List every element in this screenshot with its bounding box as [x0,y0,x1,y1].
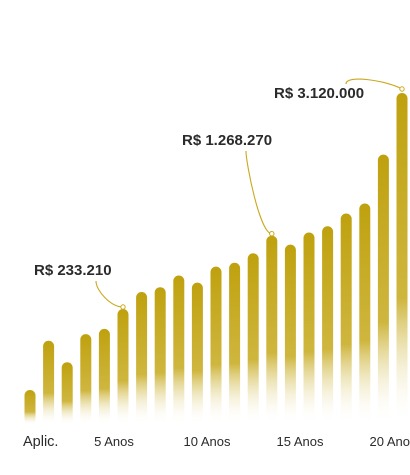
bar-9 [173,275,185,425]
bar-16 [303,232,315,425]
x-tick-label: 20 Anos [370,434,410,449]
bar-15 [284,244,296,425]
bar-7 [136,292,148,425]
callout-label: R$ 3.120.000 [274,85,364,102]
bar-18 [340,213,352,425]
bar-21 [396,93,408,425]
bar-5 [98,328,110,425]
x-tick-label: 10 Anos [184,434,231,449]
callout-line [345,78,403,90]
callout-label: R$ 233.210 [34,262,112,279]
bar-20 [377,154,389,425]
x-tick-label: 15 Anos [277,434,324,449]
bar-14 [266,235,278,425]
bar-13 [247,253,259,425]
callout-line [245,150,273,235]
bar-8 [154,287,166,425]
bar-3 [61,362,73,425]
bar-11 [210,266,222,425]
bar-12 [229,262,241,425]
bar-6 [117,309,129,425]
bar-10 [191,282,203,425]
callout-dot [269,231,275,237]
callout-label: R$ 1.268.270 [182,132,272,149]
callouts-group: R$ 233.210 R$ 1.268.270 R$ 3.120.000 [34,78,405,310]
bars-group [24,93,408,425]
bar-17 [322,226,334,425]
callout-dot [399,86,405,92]
bar-4 [80,334,92,425]
callout-dot [120,304,126,310]
bar-2 [43,340,55,425]
callout-line [95,280,124,308]
x-tick-label: Aplic. [23,434,58,450]
bar-1 [24,390,36,425]
x-axis-labels: Aplic. 5 Anos 10 Anos 15 Anos 20 Anos [23,434,410,450]
bar-19 [359,203,371,425]
x-tick-label: 5 Anos [94,434,134,449]
